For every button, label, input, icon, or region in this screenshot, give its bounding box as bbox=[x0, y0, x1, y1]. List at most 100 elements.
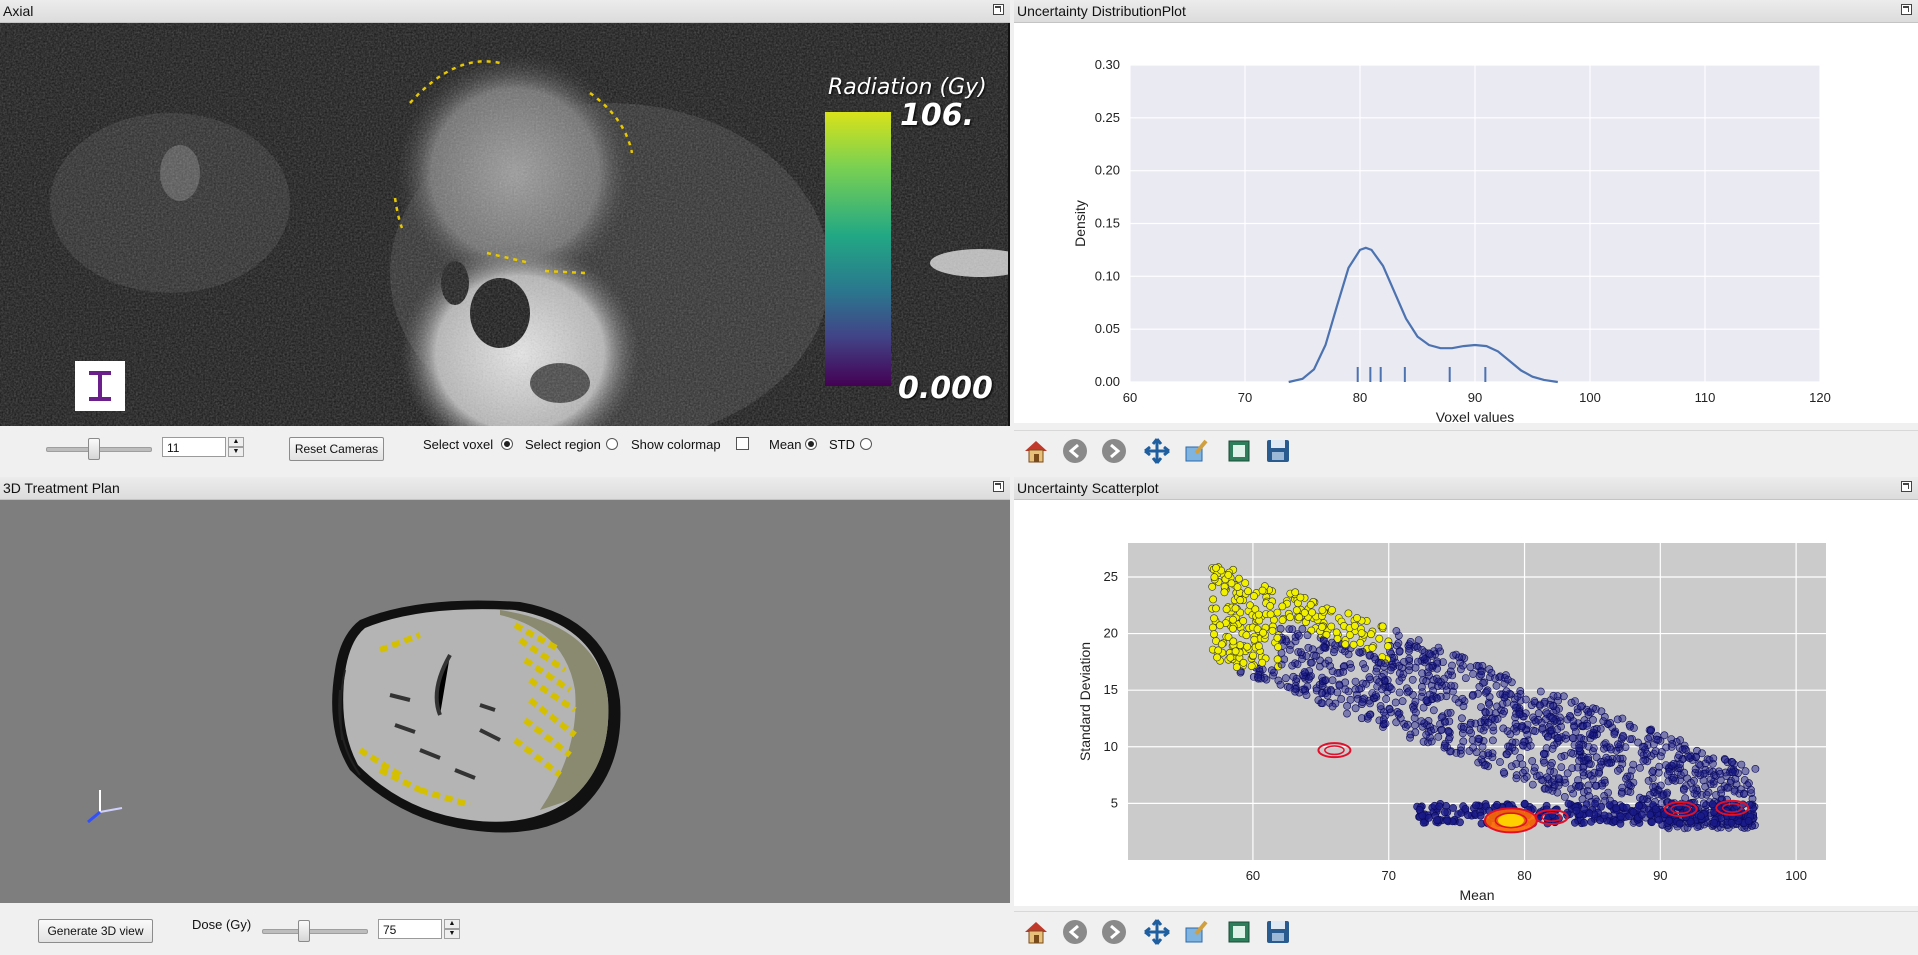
std-label: STD bbox=[829, 437, 855, 452]
data-point bbox=[1665, 816, 1674, 825]
scatter-chart[interactable]: 60 70 80 90 100 5 10 15 20 25 Mean Standard Deviati… bbox=[1014, 500, 1918, 906]
data-point bbox=[1363, 712, 1372, 721]
data-point bbox=[1644, 734, 1652, 743]
forward-arrow-icon[interactable] bbox=[1100, 437, 1128, 465]
slice-slider-handle[interactable] bbox=[88, 438, 101, 460]
selected-point bbox=[1250, 592, 1258, 600]
spin-up-icon[interactable]: ▲ bbox=[444, 919, 460, 929]
data-point bbox=[1305, 667, 1314, 675]
data-point bbox=[1544, 732, 1553, 741]
data-point bbox=[1720, 755, 1729, 763]
data-point bbox=[1701, 782, 1710, 791]
data-point bbox=[1616, 740, 1625, 749]
data-point bbox=[1626, 735, 1635, 743]
data-point bbox=[1655, 815, 1663, 824]
data-point bbox=[1481, 688, 1490, 697]
data-point bbox=[1747, 785, 1755, 794]
data-point bbox=[1281, 674, 1290, 683]
data-point bbox=[1751, 764, 1760, 773]
zoom-icon[interactable] bbox=[1182, 437, 1210, 465]
axial-view[interactable]: Radiation (Gy) 106. 0.000 bbox=[0, 23, 1010, 426]
data-point bbox=[1669, 759, 1678, 768]
colorbar-title: Radiation (Gy) bbox=[828, 75, 987, 100]
data-point bbox=[1489, 723, 1497, 731]
data-point bbox=[1560, 751, 1569, 760]
generate-3d-button[interactable]: Generate 3D view bbox=[38, 919, 153, 943]
select-region-radio[interactable] bbox=[606, 438, 618, 450]
back-arrow-icon[interactable] bbox=[1061, 437, 1089, 465]
data-point bbox=[1605, 743, 1614, 752]
dose-slider-handle[interactable] bbox=[297, 920, 310, 942]
spin-up-icon[interactable]: ▲ bbox=[228, 437, 244, 447]
data-point bbox=[1600, 712, 1609, 721]
data-point bbox=[1293, 660, 1302, 669]
data-point bbox=[1294, 648, 1303, 656]
subplots-icon[interactable] bbox=[1225, 437, 1253, 465]
dose-slider[interactable] bbox=[262, 929, 368, 934]
dose-input[interactable]: 75 bbox=[378, 919, 442, 939]
tumor-3d-render[interactable] bbox=[0, 500, 1008, 903]
zoom-icon[interactable] bbox=[1182, 918, 1210, 946]
treatment-3d-view[interactable] bbox=[0, 500, 1010, 903]
data-point bbox=[1613, 754, 1621, 763]
data-point bbox=[1372, 664, 1381, 673]
data-point bbox=[1333, 688, 1342, 697]
distribution-chart[interactable]: 60 70 80 90 100 110 120 0.00 0.05 0.10 0.15 0.20 0.2… bbox=[1014, 23, 1918, 423]
data-point bbox=[1491, 715, 1499, 724]
back-arrow-icon[interactable] bbox=[1061, 918, 1089, 946]
data-point bbox=[1508, 743, 1517, 752]
select-voxel-radio[interactable] bbox=[501, 438, 513, 450]
forward-arrow-icon[interactable] bbox=[1100, 918, 1128, 946]
axial-ct-image[interactable] bbox=[0, 23, 1008, 426]
data-point bbox=[1568, 764, 1577, 772]
undock-icon[interactable] bbox=[993, 481, 1004, 492]
data-point bbox=[1547, 778, 1556, 787]
selected-point bbox=[1273, 655, 1282, 664]
data-point bbox=[1355, 685, 1364, 693]
reset-cameras-button[interactable]: Reset Cameras bbox=[289, 437, 384, 461]
dose-spinbox[interactable]: 75 ▲ ▼ bbox=[378, 919, 460, 941]
save-icon[interactable] bbox=[1264, 437, 1292, 465]
data-point bbox=[1626, 772, 1634, 781]
home-icon[interactable] bbox=[1022, 918, 1050, 946]
data-point bbox=[1442, 692, 1451, 701]
undock-icon[interactable] bbox=[1901, 481, 1912, 492]
data-point bbox=[1410, 721, 1419, 730]
selected-point bbox=[1227, 579, 1236, 588]
data-point bbox=[1591, 799, 1599, 808]
std-radio[interactable] bbox=[860, 438, 872, 450]
data-point bbox=[1530, 763, 1539, 772]
data-point bbox=[1485, 708, 1494, 716]
selected-point bbox=[1341, 640, 1350, 649]
show-colormap-checkbox[interactable] bbox=[736, 437, 749, 450]
slice-input[interactable]: 11 bbox=[162, 437, 226, 457]
data-point bbox=[1530, 697, 1539, 705]
data-point bbox=[1519, 741, 1528, 750]
data-point bbox=[1429, 706, 1438, 715]
data-point bbox=[1291, 687, 1299, 696]
treatment-3d-controls: Generate 3D view Dose (Gy) 75 ▲ ▼ bbox=[0, 903, 1010, 955]
home-icon[interactable] bbox=[1022, 437, 1050, 465]
undock-icon[interactable] bbox=[1901, 4, 1912, 15]
mean-radio[interactable] bbox=[805, 438, 817, 450]
slice-spinbox[interactable]: 11 ▲ ▼ bbox=[162, 437, 244, 459]
spin-down-icon[interactable]: ▼ bbox=[444, 929, 460, 939]
selected-point bbox=[1378, 653, 1387, 661]
selected-point bbox=[1322, 630, 1331, 639]
subplots-icon[interactable] bbox=[1225, 918, 1253, 946]
data-point bbox=[1676, 764, 1684, 772]
selected-point bbox=[1215, 621, 1224, 630]
spin-down-icon[interactable]: ▼ bbox=[228, 447, 244, 457]
data-point bbox=[1306, 658, 1315, 667]
data-point bbox=[1709, 780, 1718, 788]
undock-icon[interactable] bbox=[993, 4, 1004, 15]
data-point bbox=[1539, 749, 1548, 758]
pan-icon[interactable] bbox=[1143, 918, 1171, 946]
data-point bbox=[1740, 790, 1748, 798]
pan-icon[interactable] bbox=[1143, 437, 1171, 465]
data-point bbox=[1540, 697, 1549, 706]
data-point bbox=[1728, 812, 1737, 820]
save-icon[interactable] bbox=[1264, 918, 1292, 946]
y-axis-label: Standard Deviation bbox=[1077, 642, 1093, 761]
selected-point bbox=[1254, 610, 1263, 619]
